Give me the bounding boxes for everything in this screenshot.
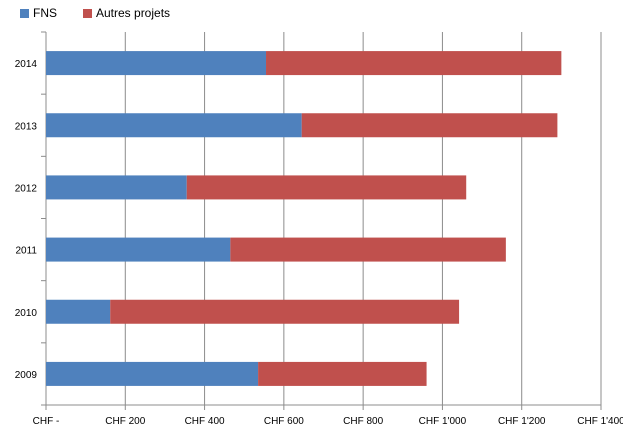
legend-label-fns: FNS	[33, 6, 57, 20]
x-tick-label-0: CHF -	[33, 416, 60, 427]
bar-autres-projets-2013	[301, 113, 558, 138]
y-tick-label-2012: 2012	[15, 183, 38, 194]
x-tick-label-6: CHF 1'200	[498, 416, 546, 427]
bar-fns-2009	[46, 361, 259, 386]
y-tick-label-2010: 2010	[15, 308, 38, 319]
y-tick-label-2009: 2009	[15, 370, 38, 381]
bar-fns-2012	[46, 175, 187, 200]
y-tick-label-2014: 2014	[15, 59, 38, 70]
bar-autres-projets-2011	[230, 237, 506, 262]
x-tick-label-2: CHF 400	[185, 416, 225, 427]
bar-autres-projets-2009	[258, 361, 427, 386]
x-tick-label-5: CHF 1'000	[419, 416, 467, 427]
x-tick-label-3: CHF 600	[264, 416, 304, 427]
x-tick-label-1: CHF 200	[105, 416, 145, 427]
bar-fns-2010	[46, 299, 111, 324]
y-tick-label-2013: 2013	[15, 121, 38, 132]
bar-autres-projets-2014	[266, 51, 562, 76]
x-tick-label-4: CHF 800	[343, 416, 383, 427]
legend-item-fns: FNS	[20, 6, 57, 20]
x-tick-label-7: CHF 1'400	[577, 416, 623, 427]
bar-autres-projets-2010	[110, 299, 460, 324]
chart-legend: FNS Autres projets	[20, 6, 170, 20]
y-tick-label-2011: 2011	[15, 246, 37, 257]
legend-label-autres-projets: Autres projets	[96, 6, 171, 20]
legend-swatch-autres-projets	[83, 8, 92, 18]
legend-item-autres-projets: Autres projets	[83, 6, 170, 20]
bar-fns-2014	[46, 51, 267, 76]
bar-autres-projets-2012	[186, 175, 467, 200]
legend-swatch-fns	[20, 8, 29, 18]
bar-fns-2013	[46, 113, 302, 138]
bar-fns-2011	[46, 237, 231, 262]
